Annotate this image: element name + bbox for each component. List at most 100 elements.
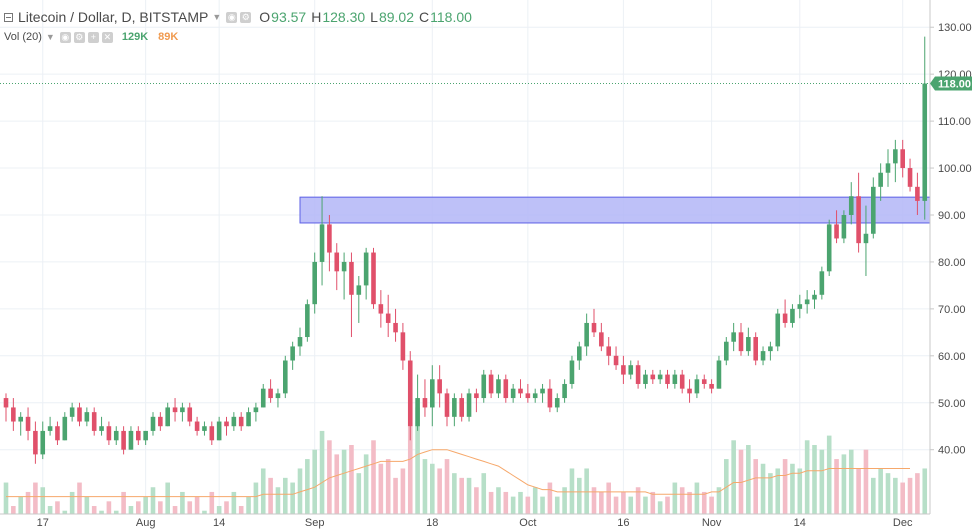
volume-bar (143, 496, 148, 514)
volume-bar (562, 487, 567, 514)
candle-body (84, 412, 90, 422)
time-axis-label: Sep (305, 517, 325, 529)
volume-bar (378, 463, 384, 514)
volume-bar (334, 454, 340, 514)
candle-body (283, 360, 288, 394)
volume-bar (18, 496, 23, 514)
close-icon[interactable]: ✕ (101, 31, 113, 43)
candle-body (385, 313, 391, 323)
volume-bar (731, 440, 736, 514)
time-axis-label: 18 (426, 517, 438, 529)
candle-body (452, 398, 457, 417)
chevron-down-icon[interactable]: ▼ (45, 32, 55, 42)
volume-bar (547, 482, 553, 514)
candle-body (657, 374, 663, 380)
candle-body (194, 421, 200, 431)
candle-body (40, 430, 46, 455)
candle-body (172, 407, 178, 413)
support-zone[interactable] (299, 196, 931, 224)
candle-body (400, 332, 406, 361)
candle-body (885, 163, 891, 173)
volume-bar (672, 482, 678, 514)
volume-bar (848, 449, 854, 514)
candle-body (69, 407, 75, 417)
volume-bar (753, 459, 758, 514)
volume-bar (540, 496, 545, 514)
collapse-icon[interactable] (4, 12, 13, 22)
volume-bar (128, 506, 134, 514)
eye-icon[interactable]: ◉ (226, 11, 238, 23)
volume-bar (679, 487, 685, 514)
volume-bar (885, 473, 891, 514)
candle-body (18, 416, 23, 422)
volume-bar (121, 491, 126, 514)
candle-body (180, 407, 185, 413)
chevron-down-icon[interactable]: ▼ (212, 12, 222, 22)
volume-bar (724, 459, 729, 514)
volume-bar (84, 496, 90, 514)
candle-body (804, 299, 810, 305)
volume-bar (158, 501, 163, 514)
candle-body (525, 393, 531, 399)
candle-body (746, 337, 751, 352)
symbol-title[interactable]: Litecoin / Dollar, D, BITSTAMP (18, 9, 209, 25)
candle-body (55, 426, 60, 441)
volume-ma-line (6, 449, 910, 498)
close-label: C (419, 9, 430, 25)
eye-icon[interactable]: ◉ (59, 31, 71, 43)
volume-bar (665, 496, 670, 514)
candle-body (297, 337, 303, 347)
candle-body (547, 388, 553, 408)
candle-body (349, 261, 354, 295)
candle-body (99, 426, 104, 431)
candle-body (672, 374, 678, 384)
gear-icon[interactable]: ⚙ (240, 11, 252, 23)
candle-body (893, 149, 898, 164)
candle-body (834, 224, 839, 239)
high-value: 128.30 (322, 9, 366, 25)
volume-bar (180, 491, 185, 514)
candle-body (136, 430, 141, 441)
volume-bar (40, 487, 46, 514)
volume-bar (297, 468, 303, 514)
volume-bar (224, 501, 229, 514)
symbol-row: Litecoin / Dollar, D, BITSTAMP ▼ ◉ ⚙ O 9… (4, 8, 472, 26)
volume-bar (606, 482, 611, 514)
time-axis-label: 17 (37, 517, 49, 529)
candle-body (922, 83, 928, 201)
volume-label[interactable]: Vol (20) (4, 31, 42, 43)
candle-body (650, 374, 656, 380)
volume-bar (584, 468, 589, 514)
candle-body (113, 430, 119, 441)
volume-bar (356, 473, 362, 514)
candle-body (327, 224, 332, 253)
candle-body (797, 304, 803, 309)
volume-bar (363, 454, 369, 514)
candle-body (128, 430, 134, 450)
candle-body (481, 374, 487, 399)
high-label: H (311, 9, 322, 25)
candle-body (569, 360, 575, 384)
candle-body (540, 388, 545, 394)
volume-bar (341, 449, 347, 514)
volume-bar (871, 477, 876, 514)
volume-bar (238, 506, 244, 514)
volume-bar (782, 459, 788, 514)
candle-body (562, 383, 567, 399)
candle-body (371, 252, 376, 305)
gear-icon[interactable]: ⚙ (73, 31, 85, 43)
candle-body (635, 365, 641, 384)
volume-bar (407, 426, 413, 514)
volume-bar (488, 491, 494, 514)
candle-body (378, 304, 384, 314)
candle-body (341, 261, 347, 272)
candle-body (709, 383, 714, 389)
candle-body (584, 322, 589, 347)
plus-icon[interactable]: + (87, 31, 99, 43)
candle-body (532, 393, 538, 399)
volume-bar (327, 440, 332, 514)
candle-body (701, 379, 707, 384)
volume-bar (11, 506, 16, 514)
time-axis-label: 16 (617, 517, 629, 529)
